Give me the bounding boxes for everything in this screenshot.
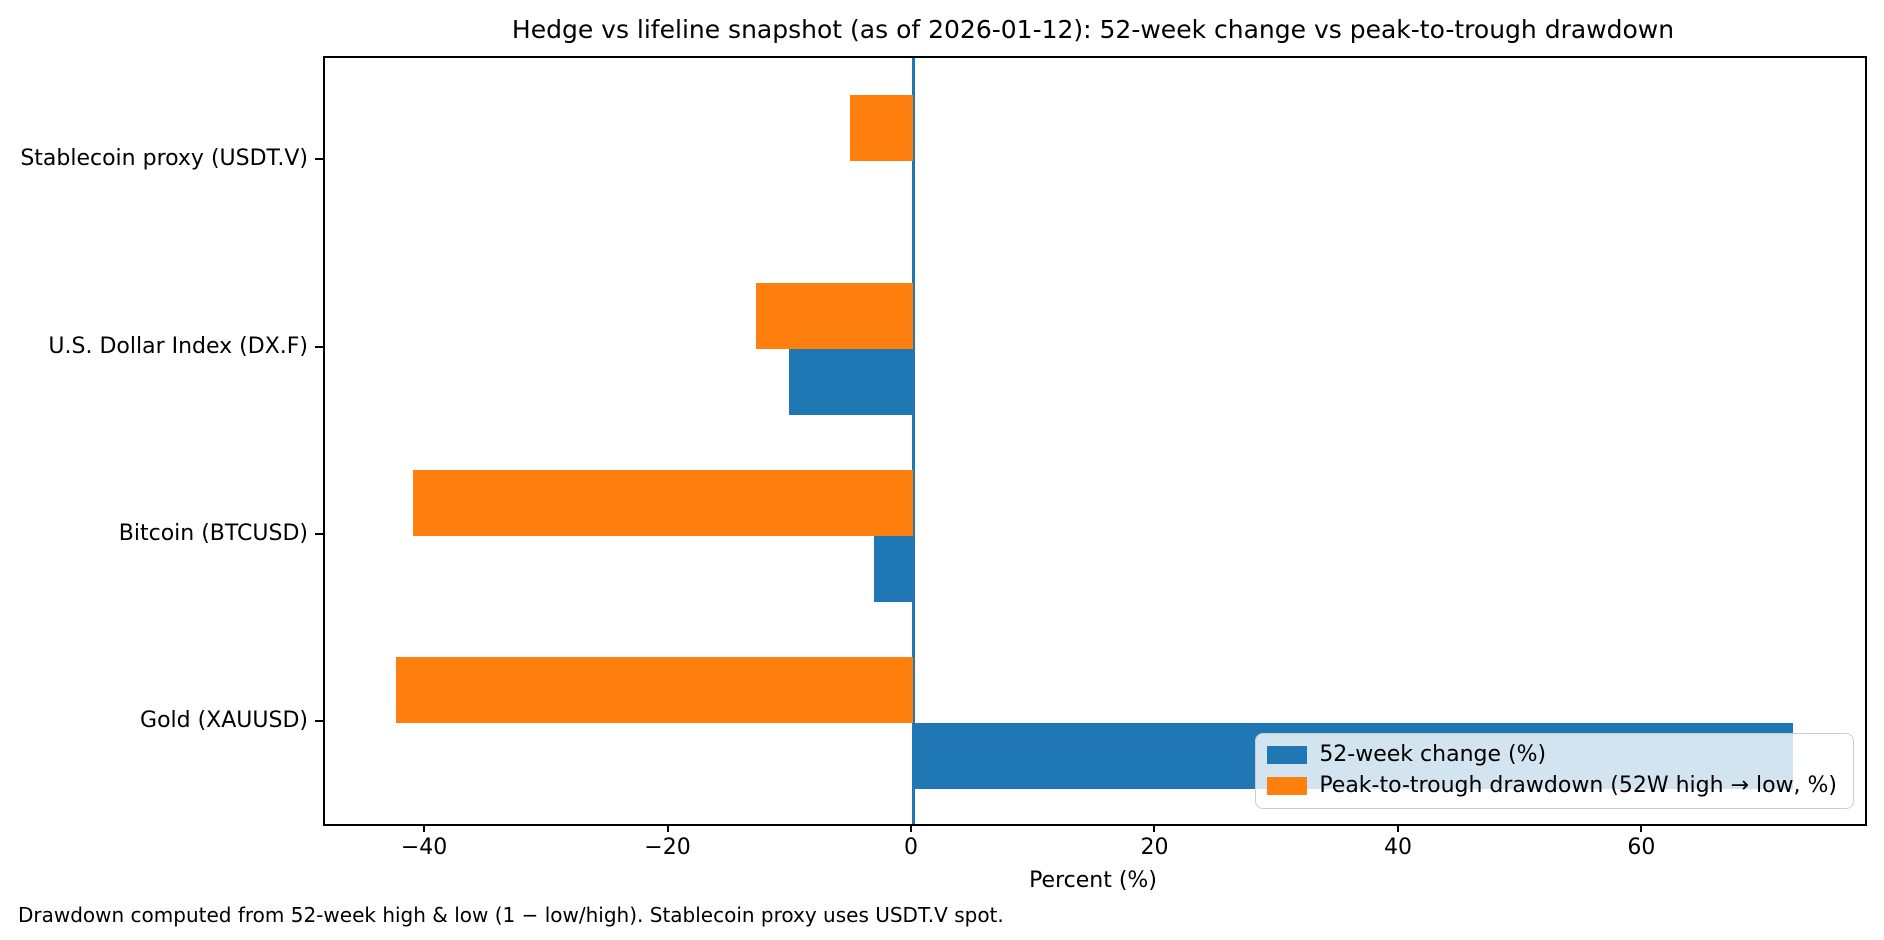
x-tick-label: −40: [400, 835, 448, 860]
x-tick-mark: [423, 824, 426, 832]
y-tick-mark: [315, 345, 323, 348]
x-tick-mark: [1396, 824, 1399, 832]
x-tick-mark: [910, 824, 912, 832]
x-tick-mark: [1640, 824, 1643, 832]
x-tick-label: 20: [1140, 835, 1169, 860]
x-tick-label: 0: [904, 835, 918, 860]
x-tick-label: 40: [1383, 835, 1412, 860]
x-tick-label: 60: [1627, 835, 1656, 860]
legend-label: 52-week change (%): [1319, 742, 1547, 767]
bar-drawdown: [412, 470, 913, 536]
footnote: Drawdown computed from 52-week high & lo…: [18, 903, 1004, 927]
y-tick-mark: [315, 158, 323, 161]
chart-title: Hedge vs lifeline snapshot (as of 2026-0…: [511, 15, 1675, 44]
legend: 52-week change (%) Peak-to-trough drawdow…: [1255, 733, 1854, 809]
y-tick-label: U.S. Dollar Index (DX.F): [48, 333, 308, 359]
x-axis-label: Percent (%): [1029, 868, 1157, 893]
bar-drawdown: [755, 282, 913, 349]
legend-row: 52-week change (%): [1267, 739, 1837, 770]
bar-drawdown: [849, 95, 913, 162]
x-tick-label: −20: [644, 835, 691, 860]
legend-swatch-icon: [1267, 776, 1308, 795]
bar-change: [874, 536, 913, 602]
y-tick-label: Gold (XAUUSD): [140, 708, 308, 734]
legend-swatch-icon: [1267, 745, 1308, 764]
legend-label: Peak-to-trough drawdown (52W high → low,…: [1319, 773, 1837, 798]
zero-axvline: [911, 58, 915, 824]
y-tick-mark: [315, 533, 323, 535]
y-tick-label: Stablecoin proxy (USDT.V): [20, 146, 308, 172]
y-tick-label: Bitcoin (BTCUSD): [118, 521, 308, 546]
plot-area: 52-week change (%) Peak-to-trough drawdow…: [323, 56, 1867, 826]
x-tick-mark: [1153, 824, 1156, 832]
bar-change: [788, 348, 913, 415]
x-tick-mark: [666, 824, 669, 832]
bar-drawdown: [395, 657, 913, 724]
y-tick-mark: [315, 720, 323, 723]
legend-row: Peak-to-trough drawdown (52W high → low,…: [1267, 770, 1837, 801]
